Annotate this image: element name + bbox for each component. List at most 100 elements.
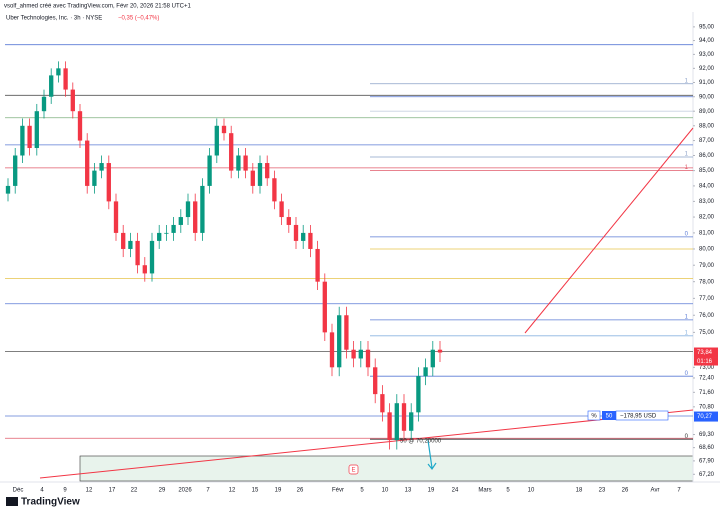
earnings-marker[interactable]: E — [351, 468, 355, 474]
y-tick-label: 91,00 — [699, 80, 715, 86]
earnings-badge — [348, 464, 359, 475]
candle-body — [229, 133, 234, 171]
position-percent[interactable]: % — [591, 414, 597, 420]
candle-body — [279, 201, 284, 218]
candle-body — [171, 224, 176, 233]
x-tick-label: 12 — [86, 488, 93, 494]
x-tick-label: 12 — [229, 488, 236, 494]
y-tick-label: 94,00 — [699, 38, 715, 44]
y-tick-label: 95,00 — [699, 24, 715, 30]
countdown: 01:16 — [697, 359, 713, 365]
candle-body — [193, 201, 198, 233]
x-tick-label: 7 — [677, 488, 681, 494]
candle-body — [85, 140, 90, 186]
candle-body — [430, 349, 435, 368]
x-tick-label: 9 — [63, 488, 67, 494]
x-tick-label: Févr — [332, 488, 344, 494]
candle-body — [409, 412, 414, 431]
price-tag — [694, 411, 718, 422]
y-tick-label: 75,00 — [699, 330, 715, 336]
chart-title: Uber Technologies, Inc. · 3h · NYSE — [6, 16, 102, 22]
brand: TradingView — [21, 497, 80, 508]
y-tick-label: 92,00 — [699, 66, 715, 72]
candle-body — [77, 111, 83, 141]
candle-body — [214, 125, 219, 156]
y-tick-label: 71,60 — [699, 390, 715, 396]
candle-body — [164, 232, 169, 234]
levels: 1 1 1 0 1 1 0 0 — [5, 44, 693, 440]
candle-body — [257, 163, 263, 186]
position-qty-box[interactable] — [602, 411, 616, 420]
y-tick-label: 77,00 — [699, 296, 715, 302]
candle-body — [63, 68, 68, 90]
y-tick-label: 83,00 — [699, 199, 715, 205]
candle-body — [423, 367, 428, 377]
x-tick-label: 19 — [275, 488, 282, 494]
y-tick-label: 84,00 — [699, 183, 715, 189]
y-tick-label: 82,00 — [699, 215, 715, 221]
x-tick-label: Déc — [13, 488, 24, 494]
candle-body — [27, 125, 32, 149]
candle-body — [322, 281, 327, 333]
y-tick-label: 67,90 — [699, 458, 715, 464]
level-label: 0 — [685, 231, 689, 237]
candle-body — [41, 96, 47, 112]
candle-body — [236, 155, 241, 171]
y-tick-label: 87,00 — [699, 138, 715, 144]
arrow — [427, 439, 437, 471]
y-tick-label: 79,00 — [699, 263, 715, 269]
x-tick-label: 23 — [599, 488, 606, 494]
y-tick-label: 68,60 — [699, 445, 715, 451]
x-tick-label: 13 — [405, 488, 412, 494]
candle-body — [70, 89, 75, 112]
range-box — [79, 455, 694, 482]
trend-line — [524, 127, 694, 334]
candle-body — [121, 232, 126, 249]
position-pnl-box[interactable] — [615, 410, 669, 421]
candle-body — [243, 155, 248, 171]
trend-line — [39, 409, 694, 479]
level-label: 0 — [685, 434, 689, 440]
candle-body — [49, 75, 54, 97]
candle-body — [106, 163, 111, 202]
y-tick-label: 78,00 — [699, 279, 715, 285]
candle-body — [13, 155, 18, 186]
y-tick-label: 88,00 — [699, 123, 715, 129]
countdown-box — [694, 357, 718, 366]
y-tick-label: 93,00 — [699, 52, 715, 58]
candles — [5, 61, 443, 450]
position-percent-box[interactable] — [587, 410, 601, 421]
y-tick-label: 86,00 — [699, 153, 715, 159]
axis: 95,00 94,00 93,00 92,00 91,00 90,00 89,00 88,00… — [13, 24, 718, 494]
header: vsolf_ahmed créé avec TradingView.com, F… — [4, 4, 191, 10]
candle-body — [200, 185, 205, 233]
candle-body — [185, 201, 191, 218]
x-tick-label: 26 — [297, 488, 304, 494]
position-pnl[interactable]: −178,95 USD — [620, 414, 657, 420]
level-label: 1 — [685, 152, 689, 158]
candle-body — [351, 349, 356, 359]
x-tick-label: Mars — [478, 488, 491, 494]
candle-body — [365, 349, 371, 368]
candle-body — [99, 163, 104, 171]
candle-body — [142, 265, 147, 274]
x-tick-label: 15 — [252, 488, 259, 494]
candle-body — [113, 201, 119, 233]
candle-body — [221, 125, 227, 134]
candle-body — [149, 240, 155, 274]
candle-body — [286, 217, 291, 225]
candle-body — [373, 367, 378, 395]
position-quantity[interactable]: 50 — [606, 414, 613, 420]
candle-body — [401, 403, 407, 431]
candle-body — [416, 376, 421, 413]
x-tick-label: Avr — [651, 488, 660, 494]
y-tick-label: 76,00 — [699, 313, 715, 319]
candle-body — [344, 315, 349, 350]
price-tag — [694, 347, 718, 358]
x-tick-label: 26 — [622, 488, 629, 494]
x-tick-label: 29 — [159, 488, 166, 494]
y-tick-label: 70,80 — [699, 404, 715, 410]
x-tick-label: 19 — [428, 488, 435, 494]
level-label: 0 — [685, 371, 689, 377]
